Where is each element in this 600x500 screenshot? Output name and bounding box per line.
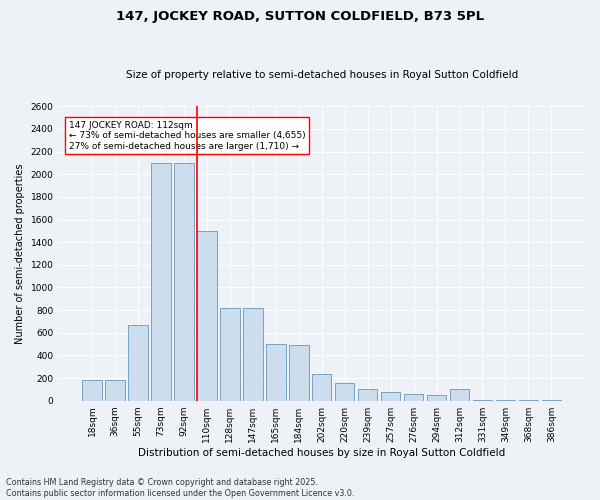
Bar xyxy=(266,344,286,401)
Bar xyxy=(174,163,194,400)
Bar xyxy=(450,390,469,400)
Bar xyxy=(312,374,331,400)
Bar xyxy=(358,390,377,400)
Bar xyxy=(220,308,239,400)
Bar xyxy=(427,395,446,400)
Text: 147 JOCKEY ROAD: 112sqm
← 73% of semi-detached houses are smaller (4,655)
27% of: 147 JOCKEY ROAD: 112sqm ← 73% of semi-de… xyxy=(69,121,305,151)
Bar xyxy=(128,325,148,400)
Bar xyxy=(381,392,400,400)
Y-axis label: Number of semi-detached properties: Number of semi-detached properties xyxy=(15,163,25,344)
Bar xyxy=(106,380,125,400)
Bar xyxy=(151,163,171,400)
Title: Size of property relative to semi-detached houses in Royal Sutton Coldfield: Size of property relative to semi-detach… xyxy=(125,70,518,81)
Bar xyxy=(335,382,355,400)
Bar xyxy=(404,394,424,400)
X-axis label: Distribution of semi-detached houses by size in Royal Sutton Coldfield: Distribution of semi-detached houses by … xyxy=(138,448,505,458)
Text: 147, JOCKEY ROAD, SUTTON COLDFIELD, B73 5PL: 147, JOCKEY ROAD, SUTTON COLDFIELD, B73 … xyxy=(116,10,484,23)
Bar xyxy=(243,308,263,400)
Bar xyxy=(82,380,102,400)
Bar xyxy=(289,345,308,401)
Text: Contains HM Land Registry data © Crown copyright and database right 2025.
Contai: Contains HM Land Registry data © Crown c… xyxy=(6,478,355,498)
Bar xyxy=(197,231,217,400)
